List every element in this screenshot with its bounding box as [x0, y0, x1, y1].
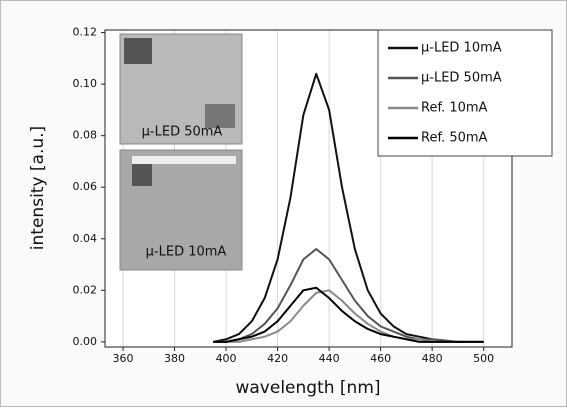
y-tick-label: 0.12	[73, 26, 98, 39]
inset-detail	[132, 164, 152, 186]
insets: μ-LED 50mA μ-LED 10mA	[119, 33, 243, 271]
series-line	[213, 286, 484, 343]
inset-label: μ-LED 10mA	[146, 245, 227, 260]
inset-detail	[205, 104, 235, 128]
y-tick-label: 0.02	[73, 283, 98, 296]
y-tick-label: 0.08	[73, 129, 98, 142]
series-line	[212, 72, 484, 343]
legend-label: Ref. 50mA	[421, 131, 488, 146]
series-line	[213, 289, 484, 343]
legend	[377, 29, 553, 157]
y-axis-label: intensity [a.u.]	[28, 126, 48, 250]
x-axis-label: wavelength [nm]	[235, 378, 380, 398]
inset-detail	[132, 156, 236, 164]
x-tick-label: 400	[216, 352, 237, 365]
x-tick-label: 380	[164, 352, 185, 365]
y-tick-label: 0.06	[73, 180, 98, 193]
legend-label: μ-LED 50mA	[421, 71, 502, 86]
y-tick-label: 0.00	[73, 335, 98, 348]
legend-entries: μ-LED 10mA μ-LED 50mA Ref. 10mA Ref. 50mA	[388, 41, 502, 146]
x-tick-label: 460	[370, 352, 391, 365]
inset-label: μ-LED 50mA	[142, 125, 223, 140]
inset-detail	[124, 38, 152, 64]
y-tick-label: 0.10	[73, 77, 98, 90]
y-tick-label: 0.04	[73, 232, 98, 245]
x-tick-label: 480	[422, 352, 443, 365]
x-tick-label: 440	[319, 352, 340, 365]
lines	[212, 72, 484, 343]
x-tick-label: 420	[267, 352, 288, 365]
x-tick-label: 360	[113, 352, 134, 365]
x-tick-label: 500	[473, 352, 494, 365]
legend-label: Ref. 10mA	[421, 101, 488, 116]
plot-border	[104, 29, 513, 348]
legend-label: μ-LED 10mA	[421, 41, 502, 56]
